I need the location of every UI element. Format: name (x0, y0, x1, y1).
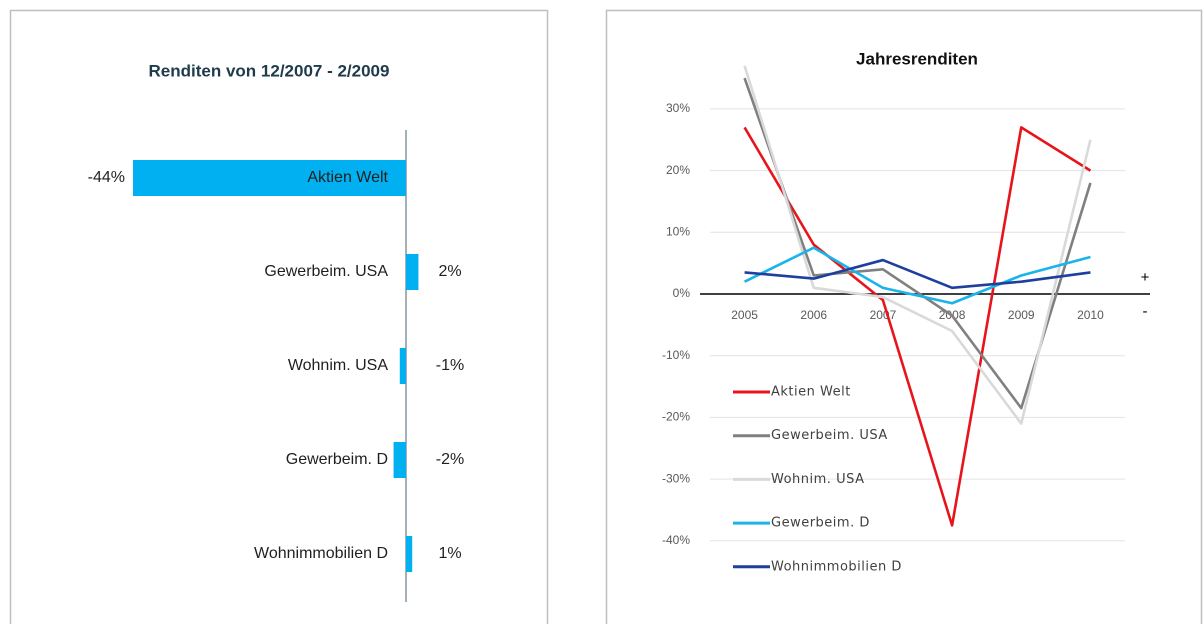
value-label: -44% (88, 169, 125, 186)
category-label: Wohnimmobilien D (254, 545, 388, 562)
value-label: -2% (436, 451, 464, 468)
value-label: -1% (436, 357, 464, 374)
y-tick-label: 30% (666, 101, 690, 115)
value-label: 2% (438, 263, 461, 280)
line-chart: -40% -30% -20% -10% 0% 10% 20% 30% + - 2005 2006 200… (662, 65, 1150, 574)
bar (406, 254, 419, 290)
chart-title: Renditen von 12/2007 - 2/2009 (149, 61, 390, 80)
bar (406, 536, 413, 572)
legend-label: Aktien Welt (771, 385, 851, 400)
series-line (743, 65, 1092, 425)
y-tick-label: -10% (662, 348, 690, 362)
category-label: Wohnim. USA (288, 357, 389, 374)
bar-chart: Aktien Welt -44% Gewerbeim. USA 2% Wohnim. U… (88, 130, 464, 602)
annotation: + (1141, 269, 1150, 286)
y-tick-label: -20% (662, 410, 690, 424)
y-tick-label: 10% (666, 224, 690, 238)
x-tick-label: 2009 (1008, 308, 1035, 322)
y-tick-label: 20% (666, 163, 690, 177)
y-tick-label: 0% (673, 286, 691, 300)
x-tick-label: 2010 (1077, 308, 1104, 322)
legend-label: Wohnim. USA (771, 472, 864, 487)
panel (605, 9, 1203, 624)
category-label: Gewerbeim. D (286, 451, 388, 468)
series-line (743, 77, 1092, 410)
series-line (744, 258, 1091, 290)
bar (393, 442, 406, 478)
category-label: Gewerbeim. USA (264, 263, 388, 280)
y-tick-label: -30% (662, 471, 690, 485)
legend-label: Gewerbeim. D (771, 516, 870, 531)
x-tick-label: 2006 (800, 308, 827, 322)
panel (9, 9, 549, 624)
y-tick-label: -40% (662, 533, 690, 547)
chart-title: Jahresrenditen (856, 49, 978, 68)
annotation: - (1143, 303, 1148, 320)
x-tick-label: 2005 (731, 308, 758, 322)
category-label: Aktien Welt (307, 169, 388, 186)
legend-label: Gewerbeim. USA (771, 428, 888, 443)
value-label: 1% (438, 545, 461, 562)
legend-label: Wohnimmobilien D (771, 559, 902, 574)
series-line (743, 126, 1092, 527)
bar (133, 160, 406, 196)
series-line (744, 246, 1091, 305)
x-tick-label: 2007 (870, 308, 897, 322)
bar (399, 348, 406, 384)
